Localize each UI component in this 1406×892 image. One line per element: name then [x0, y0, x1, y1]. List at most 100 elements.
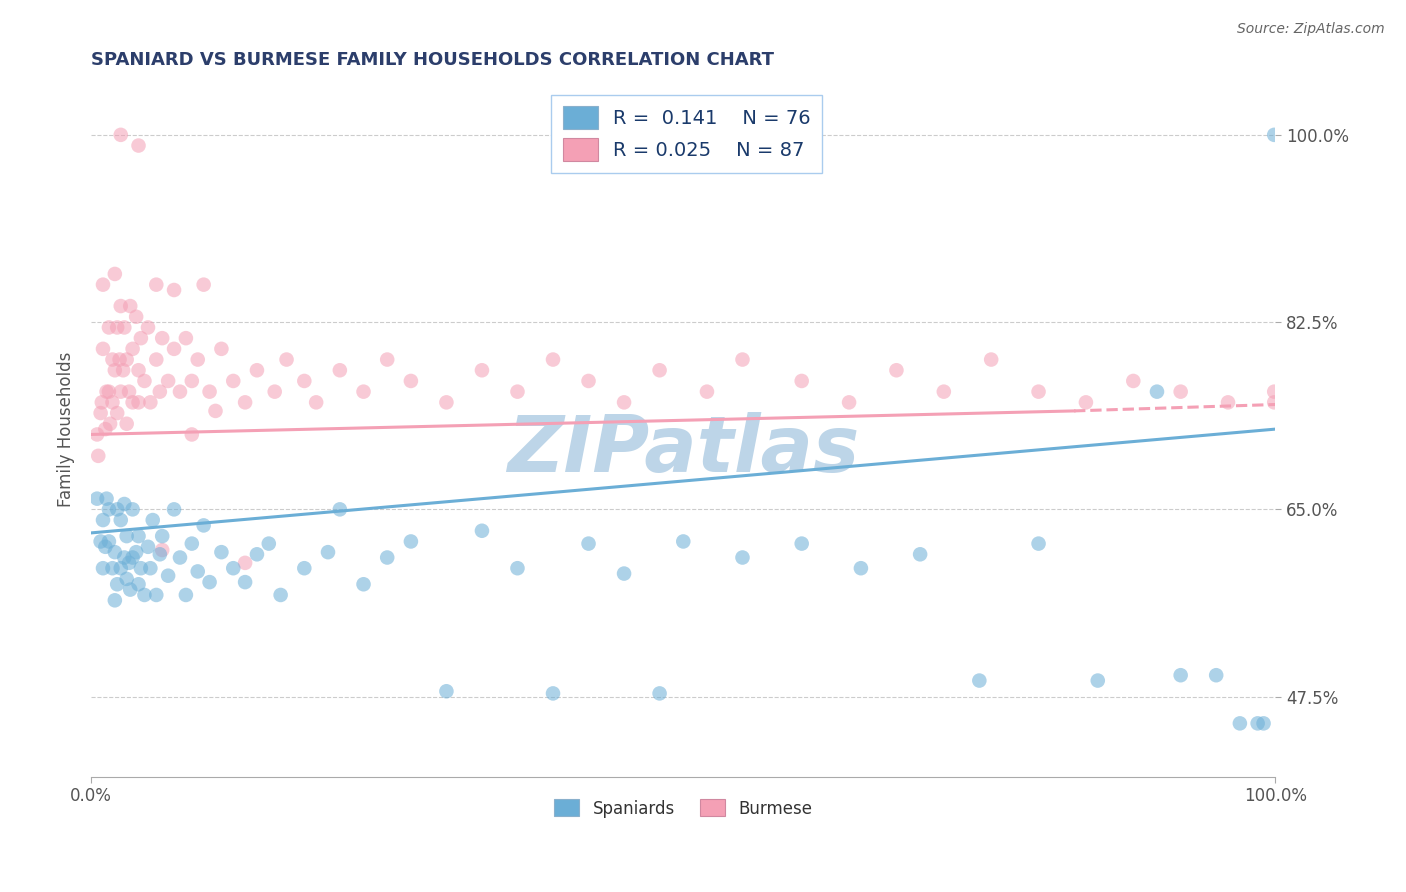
Spaniards [112, 497, 135, 511]
Spaniards [1170, 668, 1192, 682]
Spaniards [118, 556, 141, 570]
Burmese [96, 384, 118, 399]
Burmese [112, 320, 135, 334]
Spaniards [180, 536, 202, 550]
Spaniards [233, 575, 256, 590]
Burmese [648, 363, 671, 377]
Spaniards [193, 518, 215, 533]
Spaniards [790, 536, 813, 550]
Burmese [115, 417, 138, 431]
Burmese [128, 363, 150, 377]
Spaniards [121, 502, 143, 516]
Burmese [108, 352, 131, 367]
Burmese [90, 406, 112, 420]
Burmese [375, 352, 398, 367]
Spaniards [134, 588, 156, 602]
Burmese [471, 363, 494, 377]
Burmese [97, 320, 120, 334]
Burmese [105, 320, 128, 334]
Spaniards [1263, 128, 1285, 142]
Burmese [87, 449, 110, 463]
Spaniards [91, 513, 114, 527]
Spaniards [163, 502, 186, 516]
Burmese [157, 374, 180, 388]
Spaniards [128, 529, 150, 543]
Burmese [110, 128, 132, 142]
Spaniards [97, 534, 120, 549]
Spaniards [541, 686, 564, 700]
Burmese [932, 384, 955, 399]
Spaniards [112, 550, 135, 565]
Burmese [128, 395, 150, 409]
Burmese [86, 427, 108, 442]
Spaniards [506, 561, 529, 575]
Burmese [139, 395, 162, 409]
Spaniards [157, 568, 180, 582]
Burmese [436, 395, 458, 409]
Burmese [110, 299, 132, 313]
Spaniards [375, 550, 398, 565]
Spaniards [1028, 536, 1050, 550]
Burmese [1263, 384, 1285, 399]
Spaniards [399, 534, 422, 549]
Burmese [97, 384, 120, 399]
Y-axis label: Family Households: Family Households [58, 351, 75, 507]
Burmese [613, 395, 636, 409]
Spaniards [969, 673, 991, 688]
Burmese [1074, 395, 1097, 409]
Burmese [204, 404, 226, 418]
Spaniards [578, 536, 600, 550]
Spaniards [136, 540, 159, 554]
Spaniards [353, 577, 375, 591]
Spaniards [292, 561, 315, 575]
Spaniards [471, 524, 494, 538]
Burmese [506, 384, 529, 399]
Burmese [145, 277, 167, 292]
Burmese [145, 352, 167, 367]
Spaniards [222, 561, 245, 575]
Spaniards [110, 561, 132, 575]
Burmese [731, 352, 754, 367]
Burmese [329, 363, 352, 377]
Spaniards [150, 529, 173, 543]
Burmese [353, 384, 375, 399]
Burmese [187, 352, 209, 367]
Spaniards [104, 593, 127, 607]
Spaniards [849, 561, 872, 575]
Burmese [128, 138, 150, 153]
Spaniards [1229, 716, 1251, 731]
Spaniards [121, 550, 143, 565]
Burmese [150, 543, 173, 558]
Burmese [276, 352, 298, 367]
Spaniards [1246, 716, 1268, 731]
Spaniards [169, 550, 191, 565]
Spaniards [672, 534, 695, 549]
Burmese [136, 320, 159, 334]
Burmese [150, 331, 173, 345]
Burmese [541, 352, 564, 367]
Spaniards [90, 534, 112, 549]
Burmese [104, 267, 127, 281]
Spaniards [149, 547, 172, 561]
Spaniards [120, 582, 142, 597]
Spaniards [129, 561, 152, 575]
Burmese [174, 331, 197, 345]
Burmese [121, 395, 143, 409]
Burmese [120, 299, 142, 313]
Spaniards [270, 588, 292, 602]
Burmese [193, 277, 215, 292]
Spaniards [174, 588, 197, 602]
Burmese [125, 310, 148, 324]
Spaniards [105, 577, 128, 591]
Burmese [129, 331, 152, 345]
Burmese [110, 384, 132, 399]
Spaniards [115, 572, 138, 586]
Burmese [149, 384, 172, 399]
Spaniards [139, 561, 162, 575]
Burmese [118, 384, 141, 399]
Spaniards [316, 545, 339, 559]
Spaniards [187, 565, 209, 579]
Spaniards [142, 513, 165, 527]
Spaniards [94, 540, 117, 554]
Burmese [91, 342, 114, 356]
